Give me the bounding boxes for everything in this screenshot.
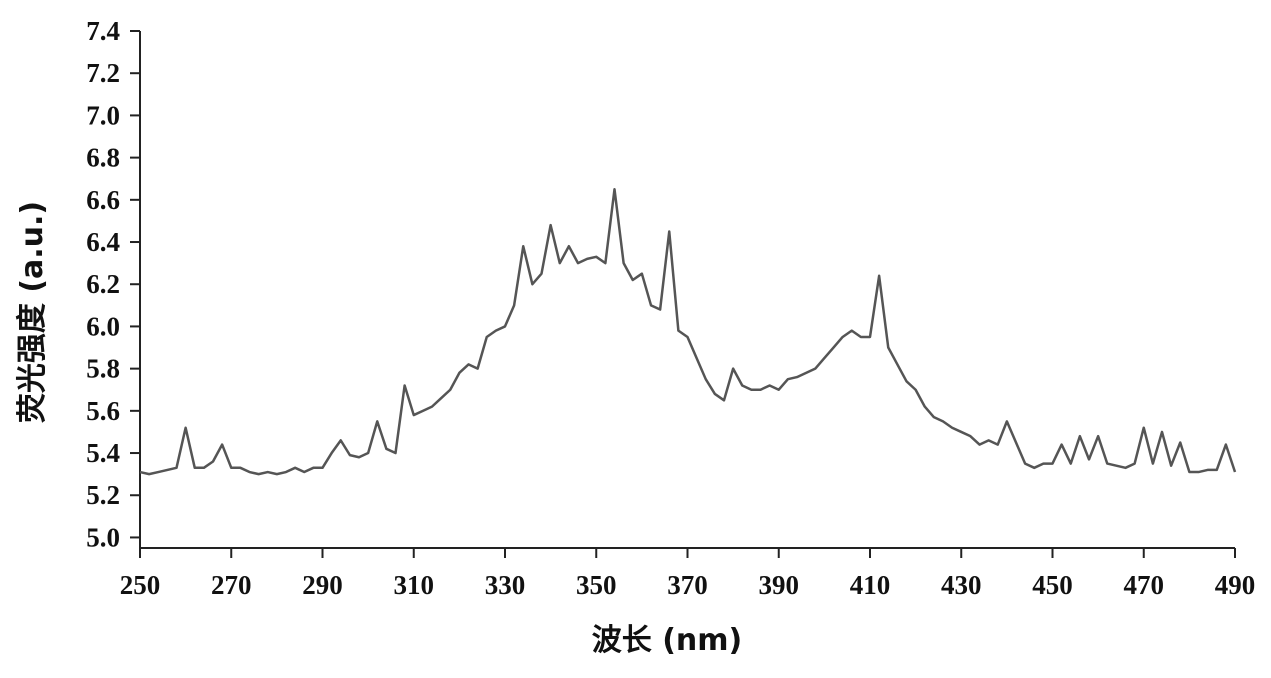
x-tick-label: 490	[1215, 570, 1256, 600]
x-tick-label: 330	[485, 570, 526, 600]
x-tick-label: 250	[120, 570, 161, 600]
x-tick-label: 270	[211, 570, 252, 600]
x-tick-label: 410	[850, 570, 891, 600]
x-tick-label: 470	[1124, 570, 1165, 600]
x-tick-label: 290	[302, 570, 343, 600]
y-axis-label: 荧光强度 (a.u.)	[15, 201, 50, 423]
y-tick-label: 6.4	[86, 227, 120, 257]
y-tick-label: 7.0	[86, 100, 120, 130]
x-tick-label: 450	[1032, 570, 1073, 600]
y-tick-label: 6.0	[86, 311, 120, 341]
x-tick-label: 350	[576, 570, 617, 600]
y-tick-label: 5.8	[86, 354, 120, 384]
x-tick-label: 430	[941, 570, 982, 600]
x-tick-label: 310	[394, 570, 435, 600]
y-tick-label: 5.4	[86, 438, 120, 468]
y-tick-label: 7.2	[86, 58, 120, 88]
x-axis-label: 波长 (nm)	[592, 623, 742, 658]
y-tick-label: 6.2	[86, 269, 120, 299]
y-tick-label: 5.0	[86, 522, 120, 552]
y-tick-label: 5.2	[86, 480, 120, 510]
y-tick-label: 5.6	[86, 396, 120, 426]
x-tick-label: 390	[759, 570, 800, 600]
y-tick-label: 6.6	[86, 185, 120, 215]
y-tick-label: 6.8	[86, 143, 120, 173]
x-tick-label: 370	[667, 570, 708, 600]
y-tick-label: 7.4	[86, 16, 120, 46]
line	[139, 188, 1237, 476]
